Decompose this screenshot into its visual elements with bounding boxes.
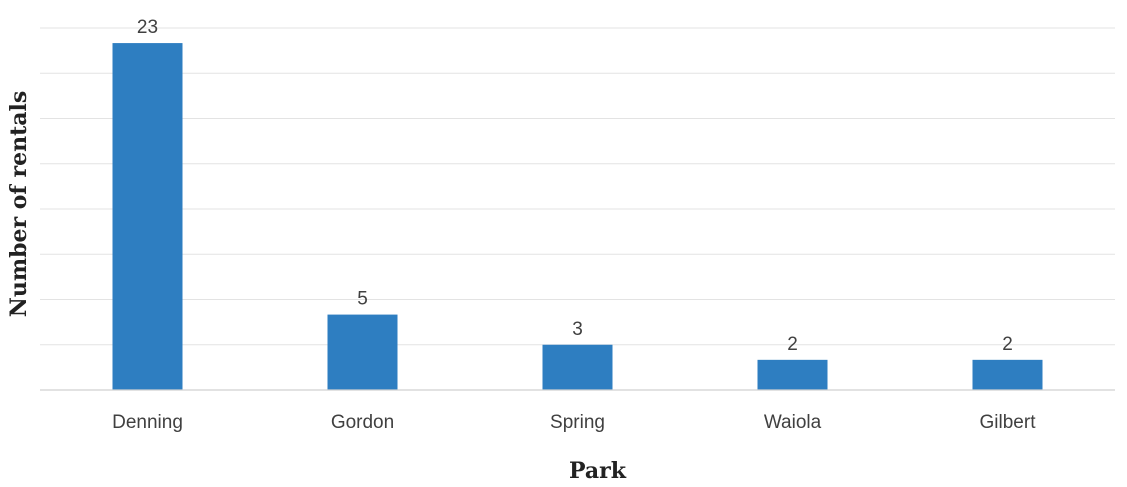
x-axis-title: Park [569, 458, 627, 484]
data-labels: 23 5 3 2 2 [137, 17, 1013, 355]
data-label-gordon: 5 [357, 289, 368, 310]
bar-denning [112, 43, 183, 390]
bar-spring [542, 344, 613, 390]
bar-gordon [327, 314, 398, 390]
x-tick-label-gordon: Gordon [331, 412, 394, 433]
x-tick-labels: Denning Gordon Spring Waiola Gilbert [112, 412, 1036, 433]
data-label-denning: 23 [137, 17, 158, 38]
x-tick-label-spring: Spring [550, 412, 605, 433]
bars [112, 43, 1043, 390]
gridlines [40, 27, 1115, 346]
data-label-gilbert: 2 [1002, 334, 1013, 355]
bar-waiola [757, 359, 828, 390]
x-tick-label-gilbert: Gilbert [980, 412, 1037, 433]
x-tick-label-waiola: Waiola [764, 412, 822, 433]
y-axis-title: Number of rentals [6, 91, 32, 318]
data-label-spring: 3 [572, 319, 583, 340]
bar-gilbert [972, 359, 1043, 390]
x-tick-label-denning: Denning [112, 412, 183, 433]
data-label-waiola: 2 [787, 334, 798, 355]
